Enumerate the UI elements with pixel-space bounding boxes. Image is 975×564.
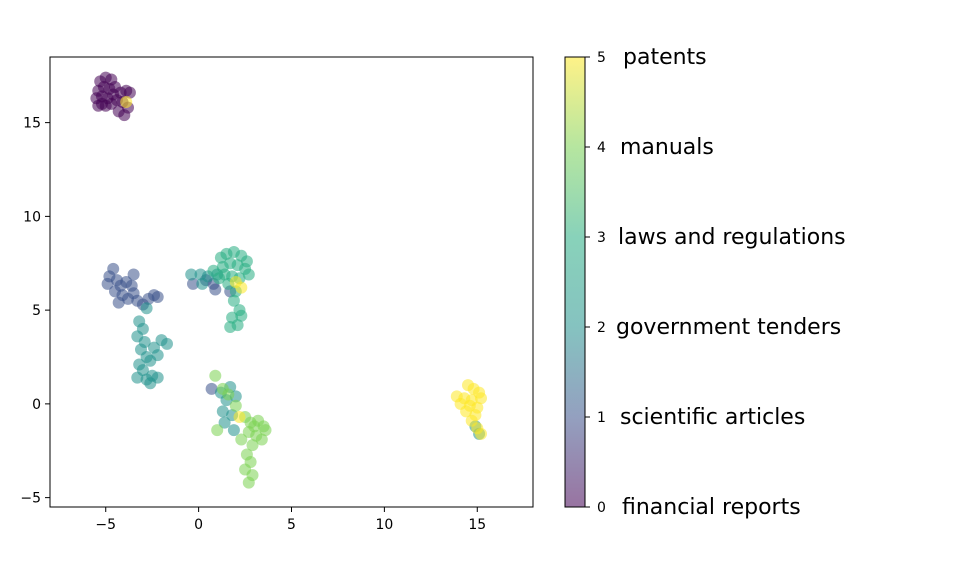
y-tick-label: 15 <box>23 116 41 132</box>
scatter-point <box>205 382 218 395</box>
scatter-point <box>255 433 268 446</box>
scatter-point <box>242 268 255 281</box>
scatter-point <box>151 291 164 303</box>
scatter-point <box>227 294 240 307</box>
scatter-point <box>118 109 131 122</box>
scatter-point <box>209 283 222 296</box>
scatter-point <box>207 264 220 277</box>
scatter-point <box>120 96 133 108</box>
scatter-point <box>211 424 224 437</box>
scatter-point <box>235 281 248 294</box>
scatter-point <box>475 392 487 405</box>
scatter-point <box>224 321 237 333</box>
colorbar <box>564 56 586 508</box>
y-axis-ticks: −5 0 5 10 15 <box>20 116 50 507</box>
scatter-point <box>460 405 473 418</box>
scatter-point <box>196 277 209 290</box>
colorbar-tick-label: 3 <box>597 230 606 246</box>
scatter-point <box>259 424 272 437</box>
x-axis-ticks: −5 0 5 10 15 <box>95 507 486 533</box>
scatter-point <box>229 399 242 412</box>
y-tick-label: 0 <box>32 397 41 413</box>
colorbar-tick-label: 4 <box>597 140 606 156</box>
category-label: scientific articles <box>620 405 805 430</box>
scatter-point <box>209 369 222 382</box>
category-label: laws and regulations <box>618 225 846 250</box>
category-label: financial reports <box>622 495 801 520</box>
scatter-point <box>222 388 235 401</box>
colorbar-tick-label: 2 <box>597 320 606 336</box>
colorbar-tick-label: 1 <box>597 410 606 426</box>
y-tick-label: −5 <box>20 491 41 507</box>
scatter-point <box>161 337 173 350</box>
scatter-point <box>248 420 261 433</box>
scatter-point <box>233 411 246 423</box>
scatter-point <box>216 405 229 418</box>
colorbar-category-labels: financial reports scientific articles gove… <box>616 45 846 520</box>
scatter-point <box>185 268 198 281</box>
colorbar-ticks: 0 1 2 3 4 5 <box>585 50 606 516</box>
colorbar-tick-label: 0 <box>597 500 606 516</box>
x-tick-label: −5 <box>95 517 116 533</box>
scatter-point <box>127 268 140 281</box>
category-label: government tenders <box>616 315 841 340</box>
scatter-point <box>242 476 255 489</box>
category-label: manuals <box>620 135 714 160</box>
x-tick-label: 5 <box>287 517 296 533</box>
y-tick-label: 10 <box>23 209 41 225</box>
x-tick-label: 15 <box>468 517 486 533</box>
scatter-point <box>218 416 231 429</box>
x-tick-label: 10 <box>375 517 393 533</box>
scatter-point <box>123 86 136 99</box>
x-tick-label: 0 <box>194 517 203 533</box>
scatter-point <box>187 277 199 290</box>
scatter-point <box>140 302 153 315</box>
category-label: patents <box>623 45 707 70</box>
scatter-point <box>227 424 240 437</box>
scatter-point <box>235 309 248 322</box>
points-layer <box>90 71 487 489</box>
scatter-point <box>96 97 108 110</box>
y-tick-label: 5 <box>32 303 41 319</box>
scatter-point <box>235 433 248 446</box>
scatter-point <box>112 296 125 309</box>
scatter-point <box>246 439 259 452</box>
scatter-point <box>151 349 164 362</box>
colorbar-tick-label: 5 <box>597 50 606 66</box>
scatter-point <box>101 277 114 290</box>
scatter-point <box>475 427 487 440</box>
scatter-point <box>144 377 157 390</box>
scatter-point <box>131 371 144 384</box>
